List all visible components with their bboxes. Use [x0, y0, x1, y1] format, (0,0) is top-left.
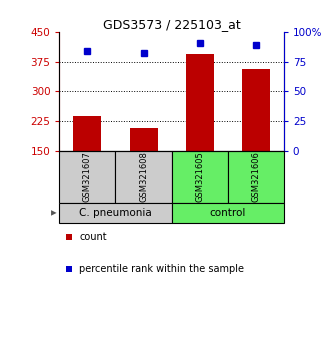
Text: infection: infection	[0, 208, 1, 218]
Text: GSM321605: GSM321605	[195, 152, 204, 202]
Bar	[172, 203, 284, 223]
Bar	[59, 150, 116, 203]
Text: GSM321607: GSM321607	[83, 151, 92, 202]
Text: count: count	[79, 232, 107, 242]
Text: control: control	[210, 208, 246, 218]
Text: GSM321606: GSM321606	[251, 151, 260, 202]
Bar	[228, 150, 284, 203]
Text: C. pneumonia: C. pneumonia	[79, 208, 152, 218]
Text: percentile rank within the sample: percentile rank within the sample	[79, 264, 244, 274]
Bar	[73, 116, 102, 150]
Title: GDS3573 / 225103_at: GDS3573 / 225103_at	[103, 18, 241, 31]
Bar	[242, 69, 270, 150]
Bar	[59, 203, 172, 223]
Text: GSM321608: GSM321608	[139, 151, 148, 202]
Bar	[172, 150, 228, 203]
Bar	[129, 128, 157, 150]
Bar	[115, 150, 172, 203]
Bar	[185, 55, 214, 150]
